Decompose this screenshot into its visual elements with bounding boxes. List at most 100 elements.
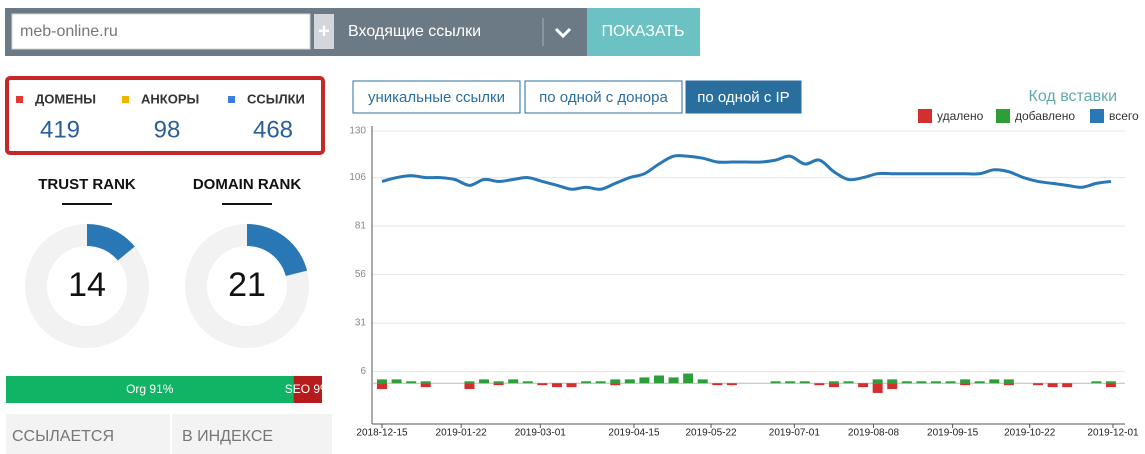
search-text: meb-online.ru [20,23,118,40]
bar [770,381,781,384]
bar [960,383,971,386]
bar [843,381,854,384]
chevron[interactable] [554,27,572,39]
bar [464,381,475,384]
bar [595,381,606,384]
bar [1091,381,1102,384]
legend-swatch [1090,109,1104,123]
y-tick-label: 31 [355,318,367,329]
legend: удалено добавлено всего [918,109,1139,123]
chart-tab-label: по одной с IP [697,89,789,106]
search-input[interactable] [11,13,311,50]
bar [522,381,533,384]
chart-tabs: уникальные ссылки по одной с донора по одн… [352,80,802,114]
chart-tab[interactable] [524,80,683,114]
y-tick-label: 106 [349,172,366,183]
y-tick-label: 6 [360,366,366,377]
bar [858,383,869,388]
bar [566,383,577,388]
stat-value: 468 [253,116,293,143]
chart-tab[interactable] [352,80,521,114]
line [381,154,1112,191]
x-tick-label: 2019-07-01 [769,428,821,439]
x-tick-label: 2019-05-22 [685,428,737,439]
chart-tab[interactable] [685,80,802,114]
y-tick-label: 56 [355,269,367,280]
x-tick-label: 2019-09-15 [927,428,979,439]
rank-value: 14 [68,266,106,304]
bar [551,383,562,388]
bottom-tabs [6,414,332,454]
bar [610,379,621,384]
bar [1105,383,1116,388]
bar [872,383,883,393]
embed-link[interactable]: Код вставки [1029,88,1117,105]
bar [1033,383,1044,386]
bar [493,381,504,384]
chart-tab-label: по одной с донора [539,89,668,106]
bar [406,381,417,384]
bar [1003,383,1014,386]
bar [974,381,985,384]
bar [610,383,621,386]
bar [653,375,664,384]
bar [668,377,679,384]
legend-swatch [996,109,1010,123]
x-tick-label: 2019-10-22 [1004,428,1056,439]
bar [420,383,431,388]
chart: 6 31 56 81 106 130 2018-12-15 2019-01-22 2019-03… [349,126,1139,439]
bar [508,379,519,384]
donut-arc [247,224,308,277]
bar [1105,381,1116,384]
stat-value: 98 [154,116,181,143]
show-button[interactable] [587,8,700,56]
x-tick-label: 2019-08-08 [848,428,900,439]
bar [537,383,548,386]
split-label: SEO 9% [285,382,331,396]
bar [930,381,941,384]
bar [989,379,1000,384]
x-tick-label: 2019-12-01 [1087,428,1139,439]
legend-label: всего [1109,109,1139,123]
split-segment [293,376,322,403]
bar [420,381,431,384]
bar [464,383,475,390]
bar [916,381,927,384]
legend-label: добавлено [1015,109,1075,123]
mode-select[interactable]: Входящие ссылки [348,23,481,40]
rank-value: 21 [228,266,266,304]
bar [785,381,796,384]
tab[interactable]: В ИНДЕКСЕ [182,428,273,445]
legend-label: удалено [937,109,984,123]
bar [799,381,810,384]
y-tick-label: 81 [355,221,367,232]
bar [1062,383,1073,388]
donut-arc [87,224,135,261]
split-label: Org 91% [126,382,174,396]
bar [814,383,825,386]
stat-marker [122,96,129,103]
tab[interactable]: ССЫЛАЕТСЯ [12,428,114,445]
add-button[interactable] [314,14,334,49]
stats: ДОМЕНЫ 419 АНКОРЫ 98 ССЫЛКИ 468 [16,91,305,143]
bar [1003,379,1014,384]
x-tick-label: 2019-04-15 [608,428,660,439]
stat-label: ДОМЕНЫ [35,91,96,106]
ranks: TRUST RANK 14 DOMAIN RANK 21 [25,176,309,348]
legend-swatch [918,109,932,123]
y-tick-label: 130 [349,126,366,137]
bar [377,379,387,384]
split-bar: Org 91% SEO 9% [6,376,331,403]
bar [377,383,387,390]
bar [901,381,912,384]
bar [697,379,708,384]
stat-label: АНКОРЫ [141,91,199,106]
bar [828,381,839,384]
bar [945,381,956,384]
show-button-label: ПОКАЗАТЬ [601,23,684,40]
bar [639,377,650,384]
bar [581,381,592,384]
x-tick-label: 2019-01-22 [436,428,488,439]
stat-marker [228,96,235,103]
